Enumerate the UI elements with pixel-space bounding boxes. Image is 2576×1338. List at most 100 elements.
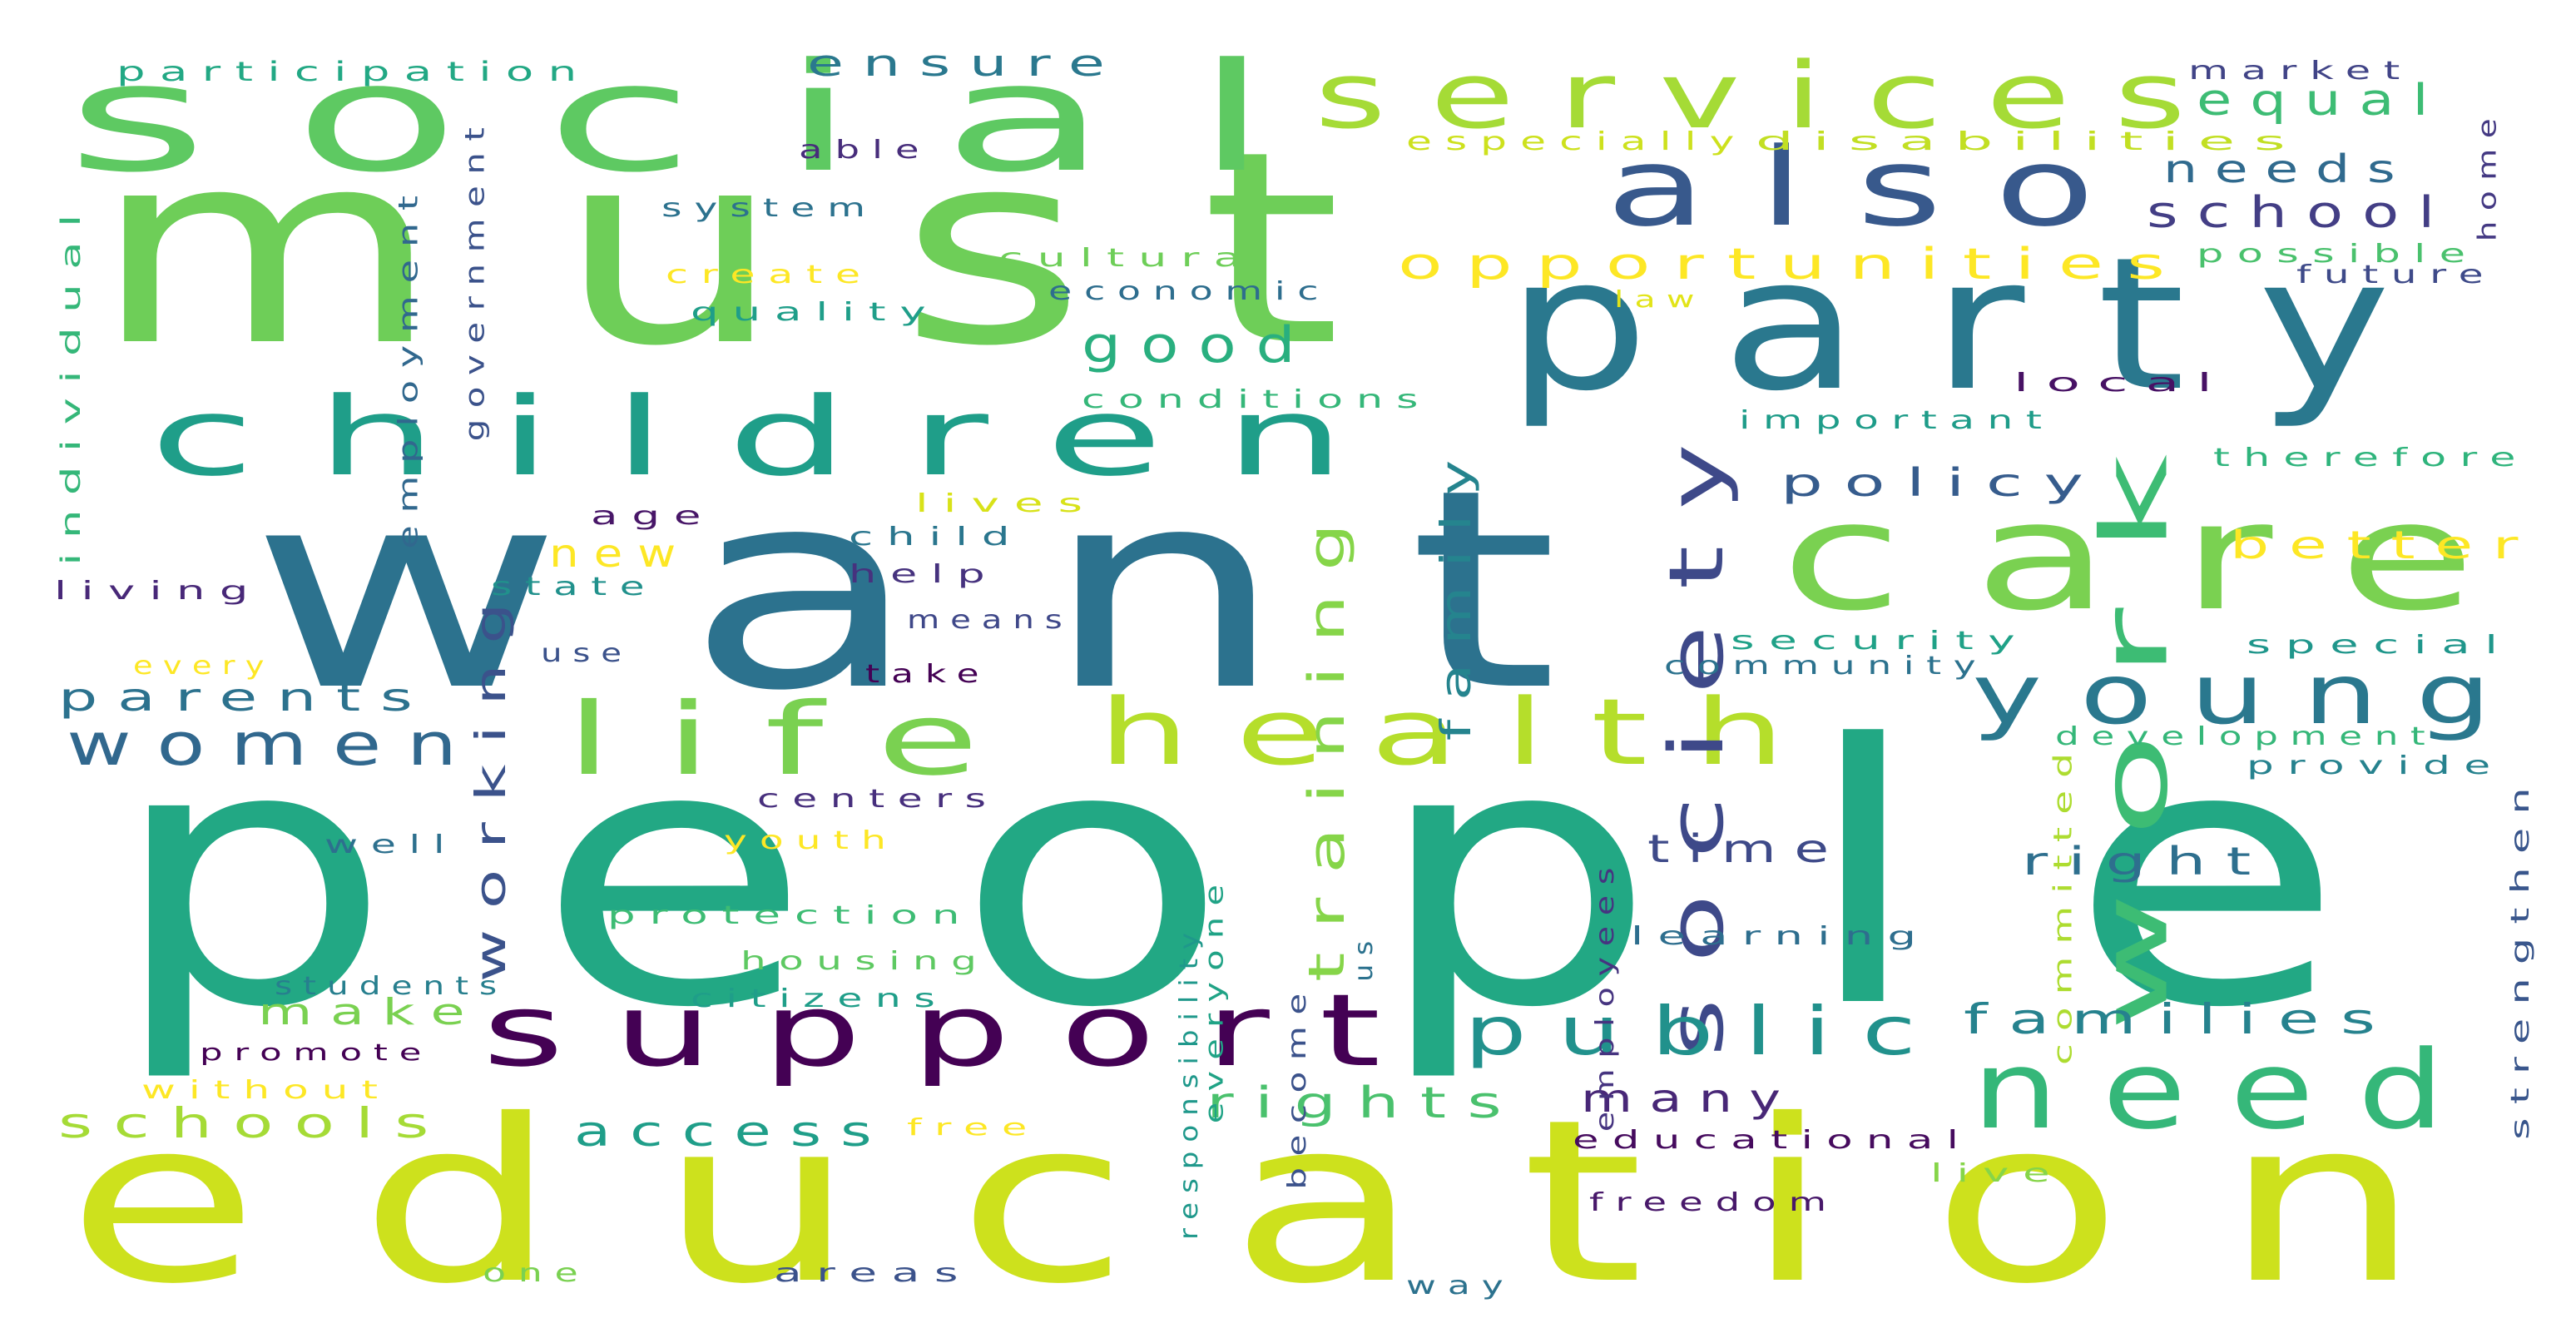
word-disabilities: disabilities — [1756, 127, 2305, 156]
word-law: law — [1614, 285, 1706, 313]
word-become: become — [1282, 982, 1312, 1190]
word-use: use — [541, 639, 632, 668]
word-quality: quality — [691, 298, 940, 327]
word-new: new — [549, 531, 691, 576]
word-youth: youth — [724, 826, 899, 855]
word-important: important — [1739, 406, 2055, 435]
word-create: create — [666, 260, 874, 290]
word-development: development — [2055, 722, 2438, 751]
word-centers: centers — [757, 785, 999, 814]
word-cultural: cultural — [998, 244, 1282, 273]
word-services: services — [1315, 42, 2230, 149]
word-equal: equal — [2197, 76, 2447, 126]
word-right: right — [2022, 839, 2271, 884]
word-committed: committed — [2048, 740, 2078, 1066]
word-promote: promote — [200, 1038, 433, 1066]
word-social: social — [67, 31, 1356, 206]
word-students: students — [275, 972, 508, 1001]
word-able: able — [799, 136, 932, 165]
word-party: party — [1506, 218, 2464, 431]
word-special: special — [2247, 631, 2513, 660]
word-needs: needs — [2163, 146, 2413, 191]
word-especially: especially — [1406, 127, 1748, 156]
word-economic: economic — [1048, 277, 1331, 306]
word-protection: protection — [607, 901, 974, 930]
word-ensure: ensure — [807, 42, 1124, 85]
word-family: family — [1432, 440, 1481, 741]
word-families: families — [1964, 995, 2397, 1043]
word-free: free — [907, 1113, 1041, 1141]
word-without: without — [141, 1076, 391, 1105]
word-support: support — [483, 974, 1431, 1089]
word-individual: individual — [54, 200, 87, 566]
word-also: also — [1606, 124, 2147, 250]
word-living: living — [54, 577, 263, 606]
word-take: take — [865, 660, 991, 689]
word-provide: provide — [2247, 751, 2504, 780]
word-educational: educational — [1573, 1126, 1973, 1155]
word-time: time — [1647, 826, 1847, 871]
word-must: must — [92, 95, 1457, 404]
word-care: care — [1781, 470, 2547, 644]
word-strengthen: strengthen — [2505, 774, 2535, 1140]
word-areas: areas — [774, 1259, 973, 1288]
word-citizens: citizens — [691, 984, 949, 1013]
word-possible: possible — [2197, 240, 2479, 269]
word-society: society — [1652, 408, 1741, 1057]
word-want: want — [250, 431, 1682, 751]
word-responsibility: responsibility — [1175, 923, 1205, 1241]
word-government: government — [458, 116, 491, 442]
word-help: help — [849, 560, 999, 589]
word-need: need — [1972, 1027, 2489, 1153]
word-child: child — [849, 523, 1024, 552]
word-therefore: therefore — [2213, 444, 2529, 473]
word-employment: employment — [391, 183, 424, 549]
word-live: live — [1930, 1159, 2064, 1188]
word-system: system — [661, 194, 879, 223]
word-future: future — [2296, 260, 2497, 290]
word-one: one — [483, 1259, 591, 1288]
word-well: well — [324, 830, 458, 860]
word-health: health — [1098, 679, 1831, 785]
word-people: people — [108, 670, 2489, 1086]
word-employees: employees — [1591, 856, 1621, 1132]
word-means: means — [907, 606, 1073, 635]
word-make: make — [258, 991, 483, 1033]
word-us: us — [1349, 932, 1379, 982]
word-life: life — [566, 682, 1033, 798]
word-working: working — [467, 582, 516, 983]
word-every: every — [133, 652, 275, 681]
word-conditions: conditions — [1082, 385, 1432, 414]
word-parents: parents — [58, 675, 433, 720]
word-good: good — [1082, 316, 1315, 374]
word-age: age — [591, 502, 716, 531]
word-security: security — [1731, 627, 2030, 656]
word-school: school — [2147, 188, 2455, 238]
word-public: public — [1464, 993, 1948, 1070]
word-home: home — [2473, 107, 2503, 242]
word-way: way — [1406, 1271, 1515, 1301]
word-learning: learning — [1631, 922, 1931, 951]
word-participation: participation — [116, 56, 592, 87]
word-education: education — [67, 1071, 2522, 1333]
word-state: state — [491, 572, 657, 602]
word-local: local — [2014, 369, 2230, 398]
word-young: young — [1972, 646, 2529, 743]
word-policy: policy — [1781, 460, 2105, 505]
word-access: access — [574, 1108, 891, 1156]
word-opportunities: opportunities — [1398, 239, 2189, 290]
word-lives: lives — [915, 489, 1098, 518]
word-rights: rights — [1206, 1078, 1523, 1128]
word-better: better — [2230, 523, 2539, 567]
word-housing: housing — [741, 947, 990, 976]
word-community: community — [1664, 652, 1989, 681]
word-everyone: everyone — [1200, 873, 1230, 1124]
word-women: women — [67, 711, 483, 779]
word-children: children — [150, 374, 1407, 500]
word-freedom: freedom — [1589, 1188, 1839, 1217]
word-training: training — [1298, 498, 1357, 983]
word-schools: schools — [58, 1099, 450, 1147]
word-market: market — [2188, 57, 2414, 86]
word-many: many — [1581, 1076, 1798, 1121]
